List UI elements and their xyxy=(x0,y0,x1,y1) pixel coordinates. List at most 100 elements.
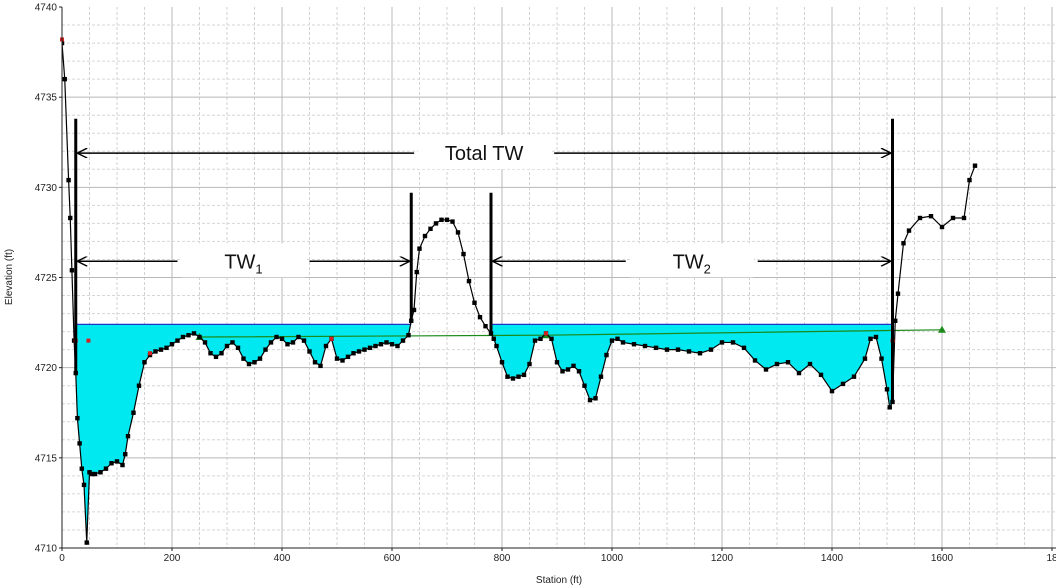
ground-point xyxy=(879,356,884,361)
y-tick-label: 4725 xyxy=(35,273,58,284)
ground-point xyxy=(461,251,466,257)
ground-point xyxy=(950,215,956,221)
ground-point xyxy=(615,336,620,342)
grid xyxy=(62,7,1056,548)
width-annotations: Total TW TW1 TW2 xyxy=(78,135,891,278)
ground-point xyxy=(697,351,703,356)
ground-point xyxy=(906,228,912,233)
ground-point xyxy=(560,369,565,374)
water-fill xyxy=(491,324,893,408)
ground-point xyxy=(114,459,120,464)
ground-point xyxy=(466,278,472,284)
ground-point xyxy=(417,246,422,251)
ground-point xyxy=(532,338,538,343)
ground-point xyxy=(499,360,505,365)
ground-point xyxy=(340,358,345,363)
ground-point xyxy=(164,345,169,351)
x-tick-label: 0 xyxy=(59,553,65,564)
ground-point xyxy=(494,343,499,349)
annotation-label: Total TW xyxy=(445,143,524,165)
ground-point xyxy=(197,334,202,340)
ground-point xyxy=(312,360,318,365)
ground-point xyxy=(263,347,268,352)
ground-point xyxy=(252,360,257,365)
ground-point xyxy=(576,369,582,374)
ground-point xyxy=(318,363,323,369)
bank-point xyxy=(544,331,548,336)
ground-point xyxy=(103,466,109,471)
ground-point xyxy=(928,213,934,219)
ground-point xyxy=(307,349,312,354)
ground-point xyxy=(257,356,263,361)
ground-point xyxy=(323,343,329,349)
ground-point xyxy=(796,370,802,376)
ground-point xyxy=(774,361,780,367)
ground-point xyxy=(175,338,180,343)
ground-point xyxy=(153,349,158,354)
ground-point xyxy=(439,217,444,222)
ground-point xyxy=(77,441,82,446)
ground-point xyxy=(887,405,892,410)
ground-point xyxy=(873,334,879,340)
ground-point xyxy=(901,241,906,246)
x-tick-label: 1200 xyxy=(711,553,734,564)
x-tick-labels: 0 200 400 600 800 1000 1200 1400 1600 18 xyxy=(59,548,1056,564)
ground-point xyxy=(136,383,142,388)
ground-point xyxy=(79,466,84,471)
ground-point xyxy=(516,374,521,379)
ground-point xyxy=(90,471,95,477)
ground-point xyxy=(582,383,587,388)
ground-point xyxy=(400,338,406,343)
ground-point xyxy=(301,338,307,343)
ground-point xyxy=(274,334,279,340)
ground-point xyxy=(840,381,846,387)
ground-point xyxy=(180,334,186,340)
ground-point xyxy=(219,351,224,356)
ground-point xyxy=(675,347,681,352)
ground-point xyxy=(593,396,598,401)
ground-point xyxy=(66,177,71,183)
ground-point xyxy=(554,360,560,365)
x-tick-label: 18 xyxy=(1046,553,1056,564)
ground-point xyxy=(389,342,395,347)
ground-point xyxy=(818,372,824,378)
ground-point xyxy=(84,540,89,545)
y-tick-label: 4740 xyxy=(35,3,58,14)
egl-point xyxy=(938,325,946,333)
ground-point xyxy=(142,360,147,365)
ground-point xyxy=(373,343,378,349)
ground-point xyxy=(395,343,400,349)
ground-point xyxy=(414,269,419,275)
annotation-label: TW2 xyxy=(673,251,711,276)
ground-point xyxy=(549,336,554,342)
annotation-label: TW1 xyxy=(224,251,262,276)
ground-point xyxy=(862,356,868,361)
ground-point xyxy=(895,291,901,296)
ground-point xyxy=(444,217,450,222)
ground-point xyxy=(433,221,439,226)
ground-point xyxy=(81,482,87,488)
ground-point xyxy=(230,340,235,345)
ground-point xyxy=(917,215,923,221)
y-tick-label: 4720 xyxy=(35,363,58,374)
ground-point xyxy=(829,388,835,394)
ground-point xyxy=(62,40,65,46)
ground-point xyxy=(477,314,483,320)
ground-point xyxy=(92,471,98,477)
ground-point xyxy=(109,461,114,466)
y-tick-label: 4730 xyxy=(35,183,58,194)
ground-point xyxy=(763,367,769,372)
ground-point xyxy=(213,354,219,360)
y-tick-label: 4710 xyxy=(35,544,58,555)
ground-point xyxy=(939,224,945,230)
x-tick-label: 800 xyxy=(494,553,511,564)
ground-point xyxy=(191,331,197,336)
ground-point xyxy=(384,340,389,345)
ground-point xyxy=(538,336,543,342)
ground-point xyxy=(807,361,813,367)
ground-point xyxy=(708,347,714,352)
ground-point xyxy=(483,323,488,329)
x-axis-title: Station (ft) xyxy=(536,575,582,586)
y-axis-title: Elevation (ft) xyxy=(4,249,15,305)
ground-point xyxy=(741,345,747,351)
